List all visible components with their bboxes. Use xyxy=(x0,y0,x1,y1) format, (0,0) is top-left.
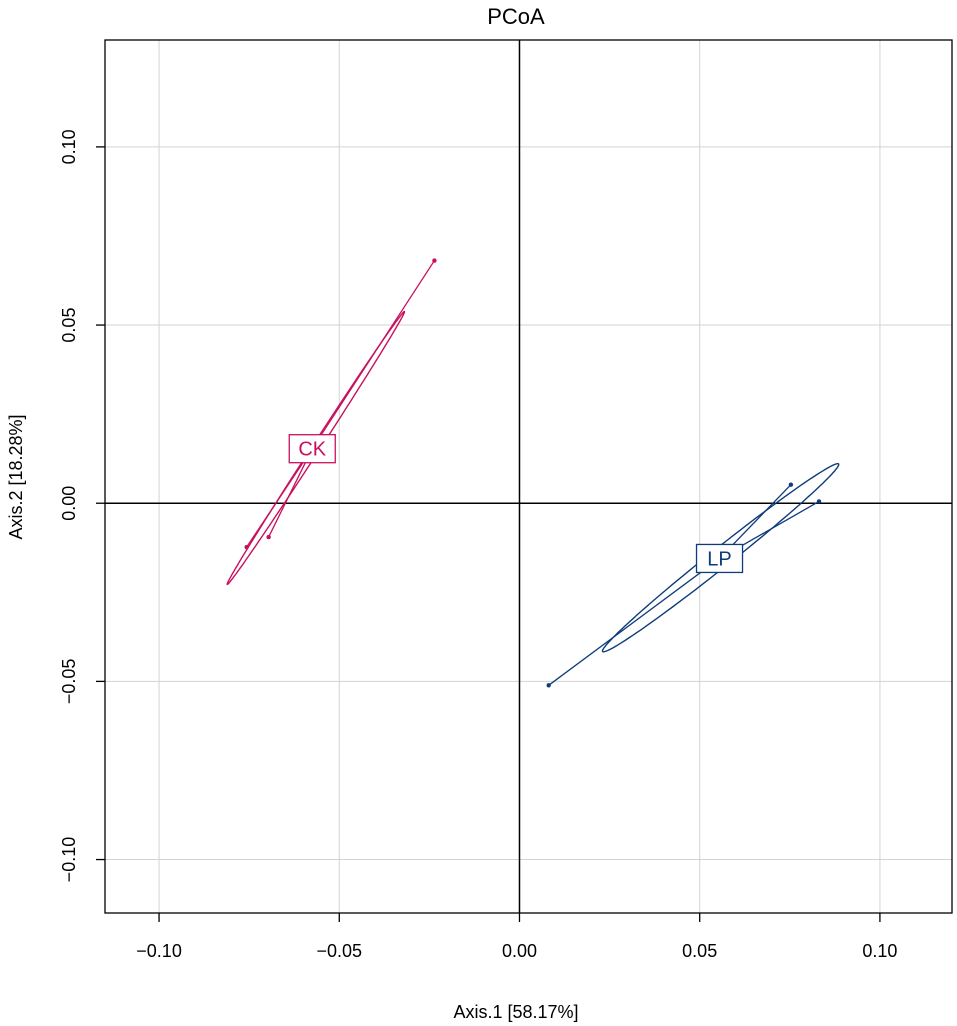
point-ck-0 xyxy=(432,258,437,263)
x-axis-label: Axis.1 [58.17%] xyxy=(453,1002,578,1022)
series-lp: LP xyxy=(546,463,840,688)
y-tick-label-2: 0.00 xyxy=(59,486,79,521)
point-ck-2 xyxy=(266,534,271,540)
label-box-lp xyxy=(695,543,744,574)
x-tick-label-0: −0.10 xyxy=(136,941,182,961)
point-ck-1 xyxy=(244,544,249,550)
ellipse-lp xyxy=(601,463,840,653)
label-box-ck xyxy=(288,434,336,464)
point-lp-2 xyxy=(816,499,822,504)
spider-line-ck-2 xyxy=(268,448,313,538)
x-axis-ticks: −0.10 −0.05 0.00 0.05 0.10 xyxy=(136,913,897,961)
grid-layer xyxy=(105,40,952,913)
x-tick-label-3: 0.05 xyxy=(682,941,717,961)
spider-line-ck-1 xyxy=(246,448,313,548)
spider-line-lp-0 xyxy=(548,557,720,686)
label-ck: CK xyxy=(298,439,326,461)
ellipse-ck xyxy=(226,310,406,586)
x-tick-label-2: 0.00 xyxy=(502,941,537,961)
y-tick-label-1: −0.05 xyxy=(59,659,79,705)
y-tick-label-4: 0.10 xyxy=(59,129,79,164)
point-lp-0 xyxy=(546,683,551,688)
y-axis-ticks: −0.10 −0.05 0.00 0.05 0.10 xyxy=(59,129,105,882)
y-tick-label-3: 0.05 xyxy=(59,308,79,343)
series-layer: CK LP xyxy=(226,258,840,688)
y-axis-label: Axis.2 [18.28%] xyxy=(6,414,26,539)
point-lp-1 xyxy=(788,482,794,487)
y-tick-label-0: −0.10 xyxy=(59,837,79,883)
chart-title: PCoA xyxy=(487,4,545,29)
x-tick-label-4: 0.10 xyxy=(862,941,897,961)
x-tick-label-1: −0.05 xyxy=(317,941,363,961)
spider-line-ck-0 xyxy=(311,260,435,450)
zero-lines xyxy=(105,40,952,913)
plot-frame xyxy=(104,39,953,914)
series-ck: CK xyxy=(226,258,437,586)
label-lp: LP xyxy=(707,548,731,570)
